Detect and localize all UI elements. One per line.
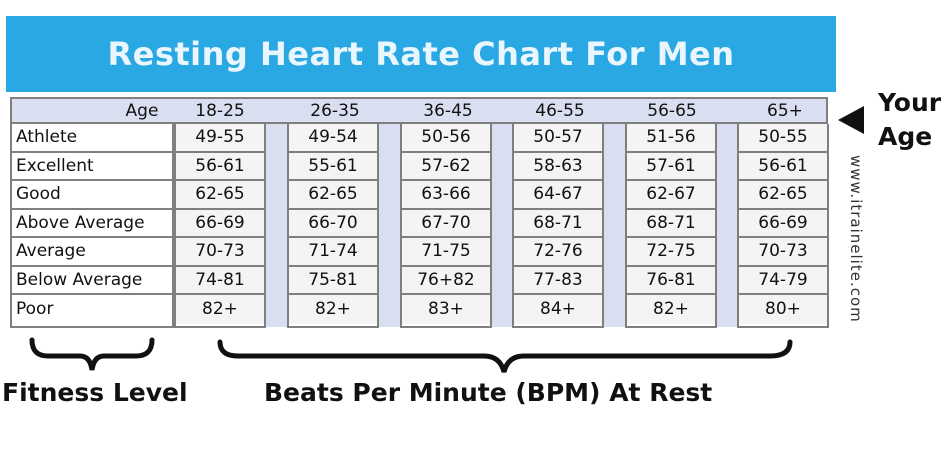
bpm-value-cell: 71-74 (289, 238, 377, 267)
bpm-value-cell: 56-61 (176, 152, 264, 181)
title-banner: Resting Heart Rate Chart For Men (6, 16, 836, 92)
bpm-column: 50-55 56-61 62-65 66-69 70-73 74-79 80+ (737, 124, 829, 328)
bpm-value-cell: 66-69 (739, 209, 827, 238)
chart-title: Resting Heart Rate Chart For Men (107, 35, 735, 73)
bpm-value-cell: 51-56 (627, 124, 715, 153)
bpm-column: 51-56 57-61 62-67 68-71 72-75 76-81 82+ (625, 124, 717, 328)
fitness-level-label-cell: Above Average (12, 210, 172, 238)
fitness-level-label: Fitness Level (2, 378, 188, 407)
bpm-value-cell: 82+ (289, 295, 377, 324)
left-arrow-icon (838, 106, 864, 134)
bpm-value-cell: 50-57 (514, 124, 602, 153)
bpm-value-cell: 74-79 (739, 266, 827, 295)
age-column-header: 36-45 (423, 100, 473, 121)
fitness-level-label-cell: Excellent (12, 153, 172, 181)
bpm-value-cell: 68-71 (627, 209, 715, 238)
website-url: www.itrainelite.com (847, 155, 865, 323)
fitness-level-label-cell: Average (12, 238, 172, 267)
bpm-column: 49-54 55-61 62-65 66-70 71-74 75-81 82+ (287, 124, 379, 328)
bpm-value-cell: 80+ (739, 295, 827, 324)
bpm-value-cell: 66-70 (289, 209, 377, 238)
bpm-value-cell: 62-65 (176, 181, 264, 210)
fitness-level-column: Athlete Excellent Good Above Average Average… (10, 124, 174, 328)
bpm-value-cell: 76+82 (402, 266, 490, 295)
bpm-value-cell: 67-70 (402, 209, 490, 238)
bpm-value-cell: 82+ (627, 295, 715, 324)
age-column-header: 18-25 (195, 100, 245, 121)
bpm-value-cell: 66-69 (176, 209, 264, 238)
bpm-column: 50-56 57-62 63-66 67-70 71-75 76+82 83+ (400, 124, 492, 328)
fitness-level-label-cell: Below Average (12, 267, 172, 295)
bpm-column: 50-57 58-63 64-67 68-71 72-76 77-83 84+ (512, 124, 604, 328)
bpm-value-cell: 77-83 (514, 266, 602, 295)
bpm-value-cell: 71-75 (402, 238, 490, 267)
bpm-value-cell: 62-67 (627, 181, 715, 210)
bpm-value-cell: 70-73 (739, 238, 827, 267)
bpm-value-cell: 62-65 (289, 181, 377, 210)
bpm-label: Beats Per Minute (BPM) At Rest (264, 378, 713, 407)
fitness-level-label-cell: Good (12, 181, 172, 210)
age-column-header: 26-35 (310, 100, 360, 121)
bpm-column: 49-55 56-61 62-65 66-69 70-73 74-81 82+ (174, 124, 266, 328)
bpm-value-cell: 49-55 (176, 124, 264, 153)
your-age-line1: Your (878, 88, 942, 117)
age-column-header: 46-55 (535, 100, 585, 121)
heart-rate-table: Age 18-25 26-35 36-45 46-55 56-65 65+ Athlete Ex… (10, 97, 829, 328)
bpm-value-cell: 70-73 (176, 238, 264, 267)
bpm-value-cell: 55-61 (289, 152, 377, 181)
bpm-value-cell: 50-56 (402, 124, 490, 153)
your-age-label: Your Age (878, 86, 941, 154)
bpm-value-cell: 72-75 (627, 238, 715, 267)
bpm-value-cell: 84+ (514, 295, 602, 324)
fitness-level-label-cell: Athlete (12, 124, 172, 153)
bpm-value-cell: 62-65 (739, 181, 827, 210)
bpm-value-cell: 64-67 (514, 181, 602, 210)
bpm-value-cell: 75-81 (289, 266, 377, 295)
bpm-value-cell: 68-71 (514, 209, 602, 238)
fitness-brace-icon (29, 337, 155, 371)
age-header-label: Age (125, 100, 159, 121)
age-column-header: 65+ (767, 100, 803, 121)
bpm-value-cell: 76-81 (627, 266, 715, 295)
bpm-value-cell: 57-62 (402, 152, 490, 181)
bpm-value-cell: 56-61 (739, 152, 827, 181)
fitness-level-label-cell: Poor (16, 299, 54, 320)
bpm-value-cell: 72-76 (514, 238, 602, 267)
age-column-header: 56-65 (647, 100, 697, 121)
bpm-value-cell: 74-81 (176, 266, 264, 295)
bpm-value-cell: 83+ (402, 295, 490, 324)
bpm-value-cell: 82+ (176, 295, 264, 324)
bpm-value-cell: 63-66 (402, 181, 490, 210)
bpm-value-cell: 50-55 (739, 124, 827, 153)
age-header-row (10, 97, 828, 124)
bpm-value-cell: 57-61 (627, 152, 715, 181)
your-age-line2: Age (878, 122, 933, 151)
bpm-value-cell: 49-54 (289, 124, 377, 153)
bpm-value-cell: 58-63 (514, 152, 602, 181)
bpm-brace-icon (217, 339, 793, 373)
